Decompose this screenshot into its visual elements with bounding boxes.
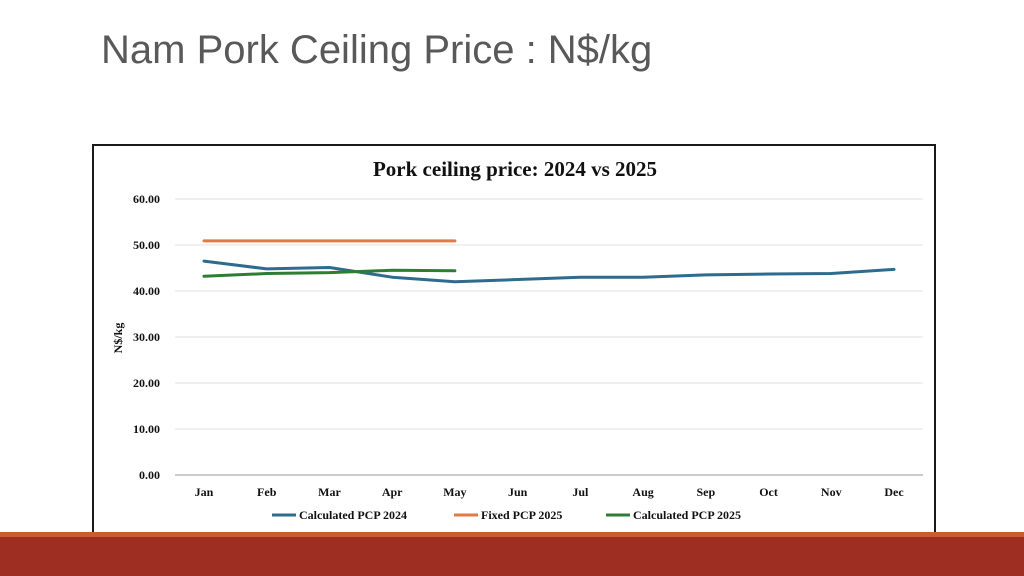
x-tick-label: Dec	[884, 485, 904, 499]
y-tick-label: 60.00	[133, 192, 160, 206]
chart-title: Pork ceiling price: 2024 vs 2025	[373, 157, 657, 181]
y-tick-labels: 0.00 10.00 20.00 30.00 40.00 50.00 60.00	[133, 192, 160, 482]
x-tick-label: Sep	[696, 485, 715, 499]
y-tick-label: 50.00	[133, 238, 160, 252]
footer-accent-stripe	[0, 532, 1024, 537]
x-tick-label: Oct	[759, 485, 778, 499]
x-tick-label: Aug	[632, 485, 653, 499]
y-tick-label: 30.00	[133, 330, 160, 344]
legend-label: Calculated PCP 2025	[633, 508, 741, 522]
x-tick-label: Feb	[257, 485, 277, 499]
legend-label: Calculated PCP 2024	[299, 508, 407, 522]
x-tick-labels: Jan Feb Mar Apr May Jun Jul Aug Sep Oct Nov Dec	[195, 485, 905, 499]
x-tick-label: Apr	[382, 485, 403, 499]
series-line-3	[202, 268, 457, 278]
x-tick-label: Nov	[821, 485, 842, 499]
series-lines	[202, 239, 896, 284]
x-tick-label: May	[443, 485, 466, 499]
y-tick-label: 40.00	[133, 284, 160, 298]
series-line-1	[202, 259, 896, 284]
y-tick-label: 0.00	[139, 468, 160, 482]
slide-title: Nam Pork Ceiling Price : N$/kg	[101, 28, 653, 72]
y-axis-label: N$/kg	[111, 323, 125, 354]
footer-band	[0, 537, 1024, 576]
y-tick-label: 20.00	[133, 376, 160, 390]
legend-label: Fixed PCP 2025	[481, 508, 562, 522]
y-tick-label: 10.00	[133, 422, 160, 436]
x-tick-label: Jun	[508, 485, 528, 499]
line-chart: Pork ceiling price: 2024 vs 2025 N$/kg 0…	[111, 157, 923, 522]
legend: Calculated PCP 2024 Fixed PCP 2025 Calcula…	[272, 508, 741, 522]
gridlines	[175, 198, 923, 476]
chart-panel: Pork ceiling price: 2024 vs 2025 N$/kg 0…	[92, 144, 936, 534]
x-tick-label: Jan	[195, 485, 214, 499]
x-tick-label: Mar	[318, 485, 341, 499]
x-tick-label: Jul	[572, 485, 589, 499]
